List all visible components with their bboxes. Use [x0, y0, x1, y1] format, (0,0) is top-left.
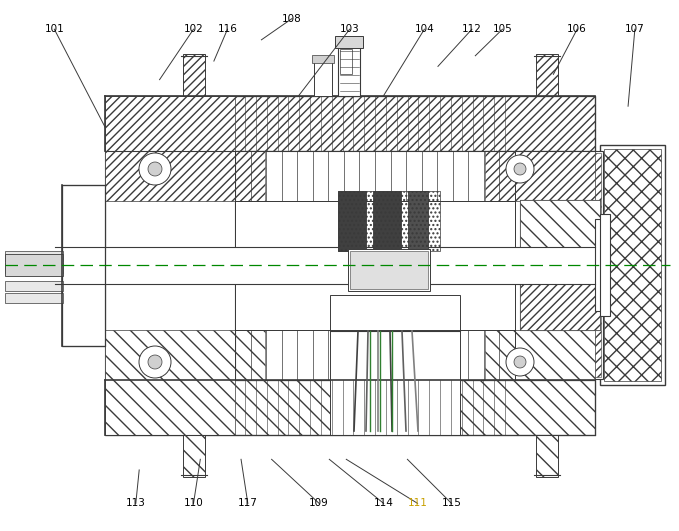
Bar [536, 54, 558, 96]
Circle shape [139, 346, 171, 378]
Text: 114: 114 [373, 499, 394, 508]
Bar [340, 49, 352, 74]
Bar [105, 330, 235, 435]
Bar [105, 330, 595, 380]
Bar [105, 96, 595, 151]
Bar [314, 61, 332, 96]
Bar [600, 214, 610, 316]
Bar [5, 254, 63, 276]
Circle shape [139, 153, 171, 185]
Text: 104: 104 [414, 24, 435, 34]
Bar [553, 151, 603, 379]
Bar [235, 151, 265, 201]
Text: 113: 113 [126, 499, 146, 508]
Bar [604, 149, 661, 381]
Bar [373, 191, 401, 251]
Circle shape [506, 348, 534, 376]
Circle shape [148, 162, 162, 176]
Bar [520, 280, 600, 330]
Bar [5, 251, 63, 261]
Bar [330, 295, 460, 435]
Bar [600, 145, 665, 385]
Text: 111: 111 [407, 499, 428, 508]
Circle shape [148, 355, 162, 369]
Bar [183, 54, 205, 96]
Bar [105, 96, 235, 201]
Text: 102: 102 [183, 24, 204, 34]
Bar [183, 435, 205, 477]
Text: 116: 116 [217, 24, 238, 34]
Text: 110: 110 [183, 499, 204, 508]
Bar [485, 151, 515, 201]
Bar [235, 330, 515, 380]
Text: 108: 108 [282, 14, 302, 23]
Bar [338, 46, 360, 96]
Bar [520, 200, 600, 250]
Bar [235, 201, 515, 330]
Bar [520, 200, 600, 330]
Bar [235, 151, 515, 201]
Text: 115: 115 [441, 499, 462, 508]
Bar [105, 380, 595, 435]
Bar [5, 281, 63, 291]
Text: 103: 103 [340, 24, 360, 34]
Bar [105, 151, 235, 380]
Bar [408, 191, 428, 251]
Circle shape [506, 155, 534, 183]
Bar [335, 36, 363, 48]
Text: 105: 105 [492, 24, 513, 34]
Bar [55, 248, 595, 284]
Bar [595, 219, 607, 311]
Bar [555, 153, 601, 377]
Text: 109: 109 [309, 499, 329, 508]
Circle shape [514, 163, 526, 175]
Bar [350, 251, 428, 289]
Bar [55, 247, 595, 283]
Circle shape [514, 356, 526, 368]
Bar [62, 185, 105, 346]
Bar [312, 55, 334, 63]
Text: 112: 112 [462, 24, 482, 34]
Bar [338, 191, 366, 251]
Text: 101: 101 [44, 24, 65, 34]
Bar [338, 191, 440, 251]
Bar [105, 151, 595, 201]
Text: 106: 106 [567, 24, 587, 34]
Text: 117: 117 [238, 499, 258, 508]
Bar [348, 249, 430, 291]
Bar [235, 330, 265, 380]
Bar [536, 435, 558, 477]
Bar [5, 293, 63, 303]
Bar [485, 330, 515, 380]
Bar [5, 263, 63, 273]
Text: 107: 107 [625, 24, 645, 34]
